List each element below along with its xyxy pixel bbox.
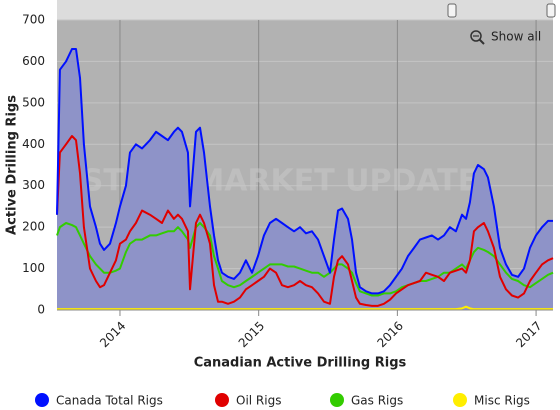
show-all-label[interactable]: Show all xyxy=(491,30,541,44)
area-fill xyxy=(57,49,553,310)
legend-label: Gas Rigs xyxy=(351,394,403,408)
plot xyxy=(56,48,554,311)
series-line xyxy=(56,48,553,295)
navigator-handle[interactable] xyxy=(546,3,556,18)
legend-item[interactable]: Canada Total Rigs xyxy=(35,393,163,408)
navigator-strip xyxy=(57,0,553,20)
legend-marker xyxy=(215,393,229,407)
series-line xyxy=(57,305,553,311)
x-axis-title: Canadian Active Drilling Rigs xyxy=(194,356,407,371)
show-all-button[interactable]: Show all xyxy=(470,30,541,45)
y-tick-label: 200 xyxy=(22,220,45,234)
y-tick-label: 600 xyxy=(22,54,45,68)
legend-item[interactable]: Gas Rigs xyxy=(330,393,403,408)
legend-label: Oil Rigs xyxy=(236,394,281,408)
y-tick-label: 400 xyxy=(22,137,45,151)
y-tick-label: 0 xyxy=(37,303,45,317)
y-tick-label: 100 xyxy=(22,261,45,275)
legend-marker xyxy=(453,393,467,407)
legend-marker xyxy=(330,393,344,407)
legend-label: Canada Total Rigs xyxy=(56,394,163,408)
zoom-icon xyxy=(470,30,482,42)
series-line xyxy=(56,135,554,307)
legend-label: Misc Rigs xyxy=(474,394,530,408)
x-tick-label: 2016 xyxy=(374,319,405,350)
y-tick-label: 300 xyxy=(22,178,45,192)
y-axis-title: Active Drilling Rigs xyxy=(5,95,20,235)
y-tick-label: 500 xyxy=(22,95,45,109)
x-tick-label: 2017 xyxy=(513,319,544,350)
legend-item[interactable]: Oil Rigs xyxy=(215,393,281,408)
y-tick-label: 700 xyxy=(22,13,45,27)
navigator-handle[interactable] xyxy=(447,3,457,18)
legend-marker xyxy=(35,393,49,407)
zoom-icon xyxy=(478,38,485,45)
x-tick-label: 2014 xyxy=(97,319,128,350)
legend-item[interactable]: Misc Rigs xyxy=(453,393,530,408)
legend: Canada Total Rigs Oil Rigs Gas Rigs Misc Ri… xyxy=(35,393,530,408)
x-tick-label: 2015 xyxy=(236,319,267,350)
